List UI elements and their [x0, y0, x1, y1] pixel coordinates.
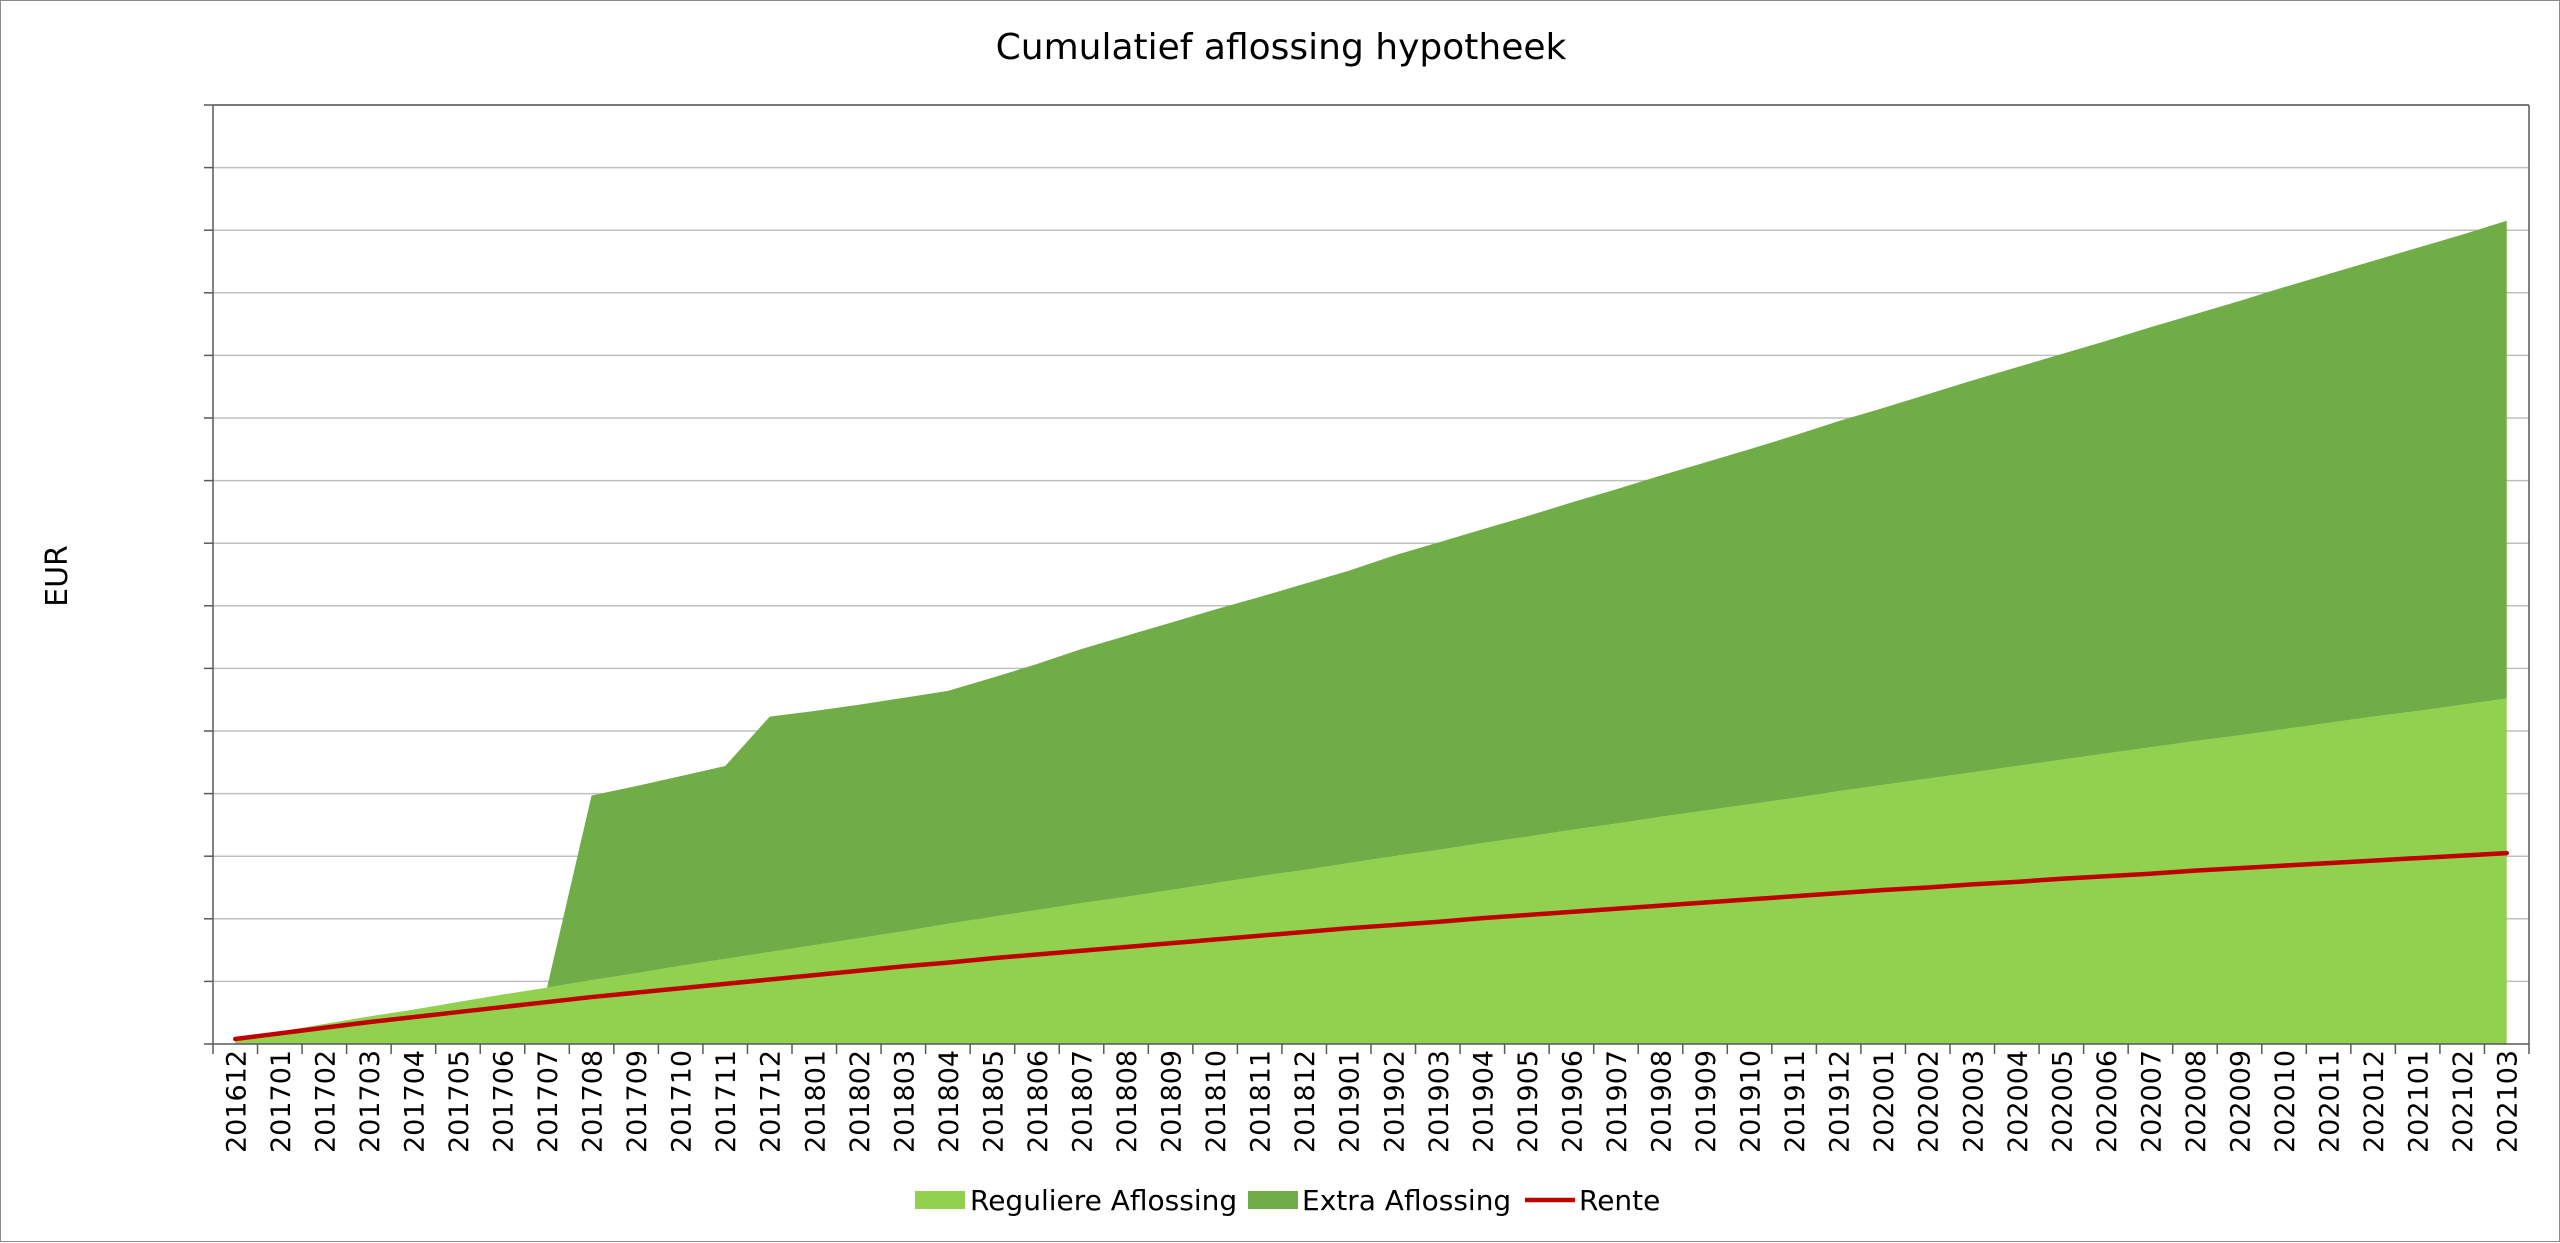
x-tick-label: 201911 [1780, 1050, 1811, 1153]
x-tick-label: 201710 [667, 1050, 698, 1153]
x-tick-label: 202007 [2136, 1050, 2167, 1153]
area-reguliere-aflossing [235, 698, 2507, 1044]
x-tick-label: 201904 [1468, 1050, 1499, 1153]
legend-label-reguliere-aflossing: Reguliere Aflossing [970, 1184, 1237, 1217]
x-tick-label: 201703 [355, 1050, 386, 1153]
x-tick-label: 201906 [1557, 1050, 1588, 1153]
x-tick-label: 202004 [2003, 1050, 2034, 1153]
x-tick-label: 201909 [1691, 1050, 1722, 1153]
x-tick-label: 201809 [1157, 1050, 1188, 1153]
x-tick-label: 201907 [1602, 1050, 1633, 1153]
x-tick-label: 201802 [845, 1050, 876, 1153]
plot-areas [235, 220, 2507, 1044]
x-tick-label: 201803 [889, 1050, 920, 1153]
x-tick-label: 201912 [1825, 1050, 1856, 1153]
x-tick-label: 202101 [2404, 1050, 2435, 1153]
x-tick-label: 201801 [800, 1050, 831, 1153]
x-tick-label: 202008 [2181, 1050, 2212, 1153]
x-tick-label: 201804 [934, 1050, 965, 1153]
x-tick-label: 202005 [2047, 1050, 2078, 1153]
x-tick-label: 201811 [1246, 1050, 1277, 1153]
x-tick-label: 201711 [711, 1050, 742, 1153]
axes [204, 104, 2530, 1054]
legend-swatch-reguliere-aflossing [915, 1191, 965, 1209]
x-tick-label: 201908 [1647, 1050, 1678, 1153]
legend-label-rente: Rente [1579, 1184, 1660, 1217]
plot-lines [233, 850, 2509, 1042]
line-rente [233, 850, 2509, 1042]
chart-title: Cumulatief aflossing hypotheek [996, 27, 1567, 68]
x-tick-label: 201903 [1424, 1050, 1455, 1153]
x-tick-label: 202003 [1958, 1050, 1989, 1153]
x-tick-label: 202012 [2359, 1050, 2390, 1153]
x-tick-label: 201805 [978, 1050, 1009, 1153]
x-tick-label: 201702 [310, 1050, 341, 1153]
x-tick-label: 201709 [622, 1050, 653, 1153]
x-tick-label: 201808 [1112, 1050, 1143, 1153]
x-tick-label: 201705 [444, 1050, 475, 1153]
x-tick-label: 201806 [1023, 1050, 1054, 1153]
x-tick-label: 202102 [2448, 1050, 2479, 1153]
x-tick-label: 201901 [1335, 1050, 1366, 1153]
y-axis-label: EUR [40, 545, 75, 607]
x-tick-label: 201810 [1201, 1050, 1232, 1153]
x-tick-label: 202009 [2226, 1050, 2257, 1153]
area-extra-aflossing [235, 220, 2507, 1039]
x-tick-label: 201612 [221, 1050, 252, 1153]
x-tick-label: 202006 [2092, 1050, 2123, 1153]
x-tick-label: 201708 [578, 1050, 609, 1153]
x-tick-label: 201910 [1736, 1050, 1767, 1153]
x-tick-label: 201902 [1379, 1050, 1410, 1153]
legend-label-extra-aflossing: Extra Aflossing [1302, 1184, 1511, 1217]
x-tick-label: 201704 [399, 1050, 430, 1153]
x-tick-label: 202011 [2315, 1050, 2346, 1153]
legend: Reguliere Aflossing Extra Aflossing Rente [915, 1184, 1660, 1217]
x-tick-label: 201905 [1513, 1050, 1544, 1153]
x-tick-label: 201807 [1068, 1050, 1099, 1153]
x-tick-label: 202010 [2270, 1050, 2301, 1153]
x-tick-label: 201706 [489, 1050, 520, 1153]
x-tick-label: 202103 [2493, 1050, 2524, 1153]
x-tick-label: 201812 [1290, 1050, 1321, 1153]
x-axis-tick-labels: 201612 201701 201702 201703 201704 201705 2017… [221, 1050, 2523, 1153]
x-tick-label: 202002 [1914, 1050, 1945, 1153]
legend-swatch-extra-aflossing [1248, 1191, 1298, 1209]
x-tick-label: 201712 [756, 1050, 787, 1153]
x-tick-label: 201707 [533, 1050, 564, 1153]
x-tick-label: 201701 [266, 1050, 297, 1153]
x-tick-label: 202001 [1869, 1050, 1900, 1153]
